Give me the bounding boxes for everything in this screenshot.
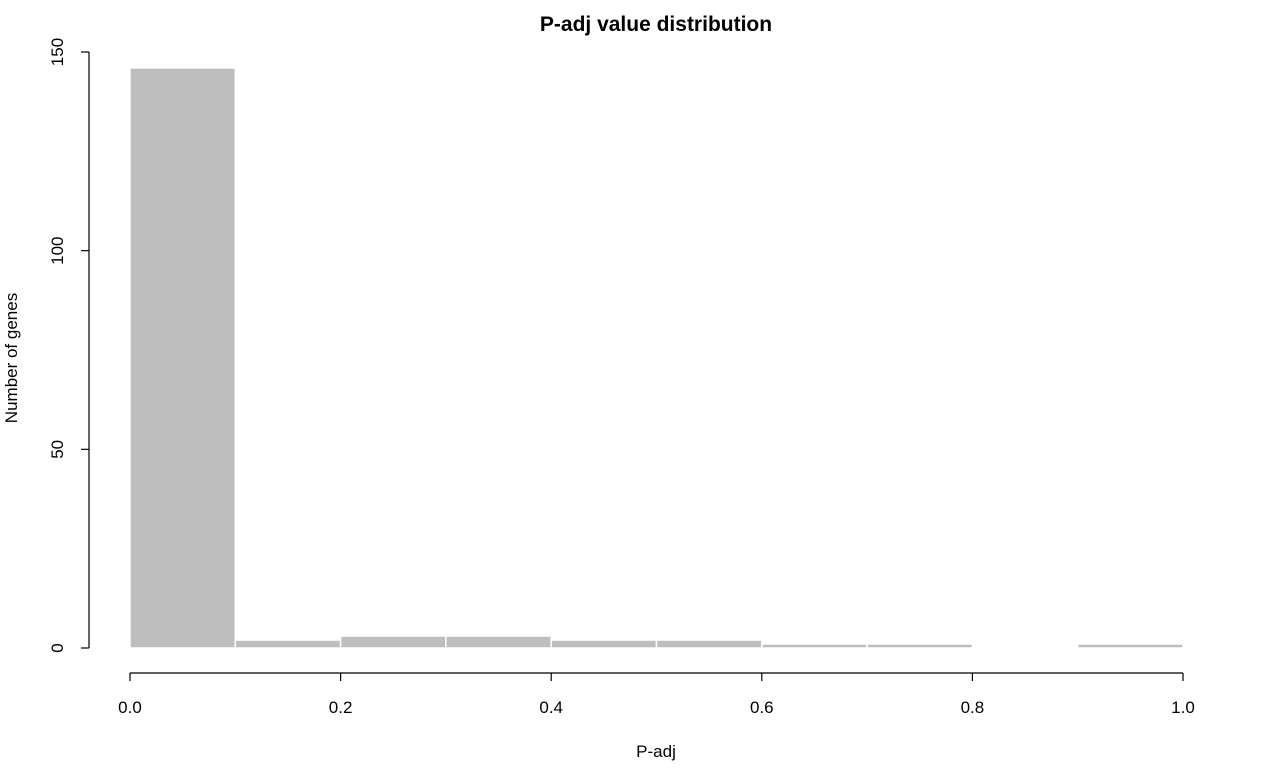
chart-title: P-adj value distribution: [540, 13, 772, 36]
histogram-bar-9: [1076, 643, 1184, 649]
y-tick-label: 100: [48, 236, 67, 264]
histogram-bar-4: [550, 639, 658, 649]
x-tick-label: 0.2: [329, 698, 353, 717]
histogram-bar-2: [339, 635, 447, 649]
histogram-bar-5: [655, 639, 763, 649]
x-tick-label: 1.0: [1171, 698, 1195, 717]
x-tick-label: 0.4: [539, 698, 563, 717]
y-axis-label: Number of genes: [2, 293, 21, 423]
y-tick-label: 50: [48, 440, 67, 459]
bars-group: [129, 67, 1184, 649]
x-tick-label: 0.6: [750, 698, 774, 717]
x-axis-label: P-adj: [636, 742, 676, 761]
y-tick-label: 0: [48, 643, 67, 652]
y-tick-label: 150: [48, 38, 67, 66]
x-tick-label: 0.8: [961, 698, 985, 717]
y-axis: 0 50 100 150: [48, 38, 90, 653]
x-tick-label: 0.0: [118, 698, 142, 717]
histogram-bar-6: [761, 643, 868, 649]
histogram-bar-1: [234, 639, 342, 649]
histogram-bar-3: [445, 635, 552, 649]
histogram-bar-7: [866, 643, 974, 649]
x-axis: 0.0 0.2 0.4 0.6 0.8 1.0: [118, 672, 1195, 717]
histogram-bar-0: [129, 67, 237, 649]
